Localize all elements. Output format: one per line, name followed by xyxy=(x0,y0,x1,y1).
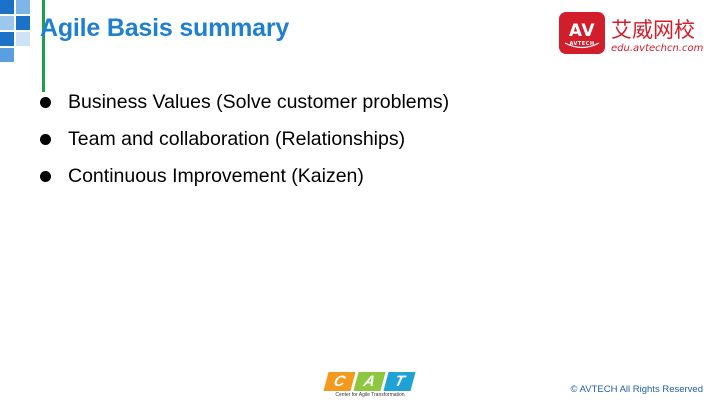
blue-squares-decoration xyxy=(0,0,60,80)
cat-letter-a: A xyxy=(353,372,386,391)
bullet-text: Team and collaboration (Relationships) xyxy=(68,128,406,150)
brand-url: edu.avtechcn.com xyxy=(611,43,704,54)
avtech-badge-icon: AV AVTECH xyxy=(559,12,605,54)
slide-title: Agile Basis summary xyxy=(40,14,290,42)
list-item: Business Values (Solve customer problems… xyxy=(40,84,449,121)
cat-letter-t: T xyxy=(383,372,416,391)
bullet-text: Continuous Improvement (Kaizen) xyxy=(68,165,364,187)
badge-av-text: AV xyxy=(568,21,596,41)
bullet-list: Business Values (Solve customer problems… xyxy=(40,84,449,195)
bullet-text: Business Values (Solve customer problems… xyxy=(68,91,450,113)
bullet-dot-icon xyxy=(40,134,51,145)
avtech-logo: AV AVTECH 艾威网校 edu.avtechcn.com xyxy=(559,12,717,58)
list-item: Team and collaboration (Relationships) xyxy=(40,121,449,158)
brand-name-cn: 艾威网校 xyxy=(611,18,695,42)
list-item: Continuous Improvement (Kaizen) xyxy=(40,158,449,195)
cat-tagline: Center for Agile Transformation xyxy=(335,392,405,398)
badge-avtech-text: AVTECH xyxy=(569,41,595,47)
cat-letter-c: C xyxy=(323,372,356,391)
cat-logo: C A T Center for Agile Transformation xyxy=(323,372,417,400)
bullet-dot-icon xyxy=(40,97,51,108)
title-accent-line xyxy=(42,0,45,92)
copyright-text: © AVTECH All Rights Reserved xyxy=(570,384,703,395)
bullet-dot-icon xyxy=(40,171,51,182)
